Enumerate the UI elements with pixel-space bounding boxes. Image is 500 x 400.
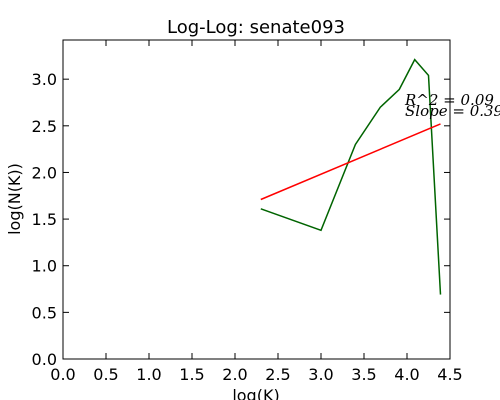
series-layer xyxy=(260,58,442,295)
r-squared-annotation: R^2 = 0.09 xyxy=(404,91,494,109)
y-tick-label: 2.0 xyxy=(32,163,57,182)
y-tick-label: 1.5 xyxy=(32,210,57,229)
x-tick-label: 4.0 xyxy=(394,365,419,384)
x-tick-label: 3.0 xyxy=(308,365,333,384)
y-axis: 0.0 0.5 1.0 1.5 2.0 2.5 3.0 xyxy=(32,70,450,369)
x-tick-label: 4.5 xyxy=(437,365,462,384)
x-tick-label: 2.0 xyxy=(222,365,247,384)
y-tick-label: 0.0 xyxy=(32,350,57,369)
y-tick-label: 1.0 xyxy=(32,257,57,276)
y-tick-label: 0.5 xyxy=(32,303,57,322)
y-tick-label: 3.0 xyxy=(32,70,57,89)
x-tick-label: 3.5 xyxy=(351,365,376,384)
x-tick-label: 1.5 xyxy=(179,365,204,384)
slope-annotation: Slope = 0.39 xyxy=(405,102,500,120)
x-axis-label: log(K) xyxy=(232,386,279,400)
plot-frame xyxy=(62,39,451,360)
y-axis-label: log(N(K)) xyxy=(5,163,24,235)
x-tick-label: 2.5 xyxy=(265,365,290,384)
x-tick-label: 1.0 xyxy=(136,365,161,384)
x-axis: 0.0 0.5 1.0 1.5 2.0 2.5 3.0 3.5 4.0 4.5 xyxy=(50,40,463,384)
y-tick-label: 2.5 xyxy=(32,117,57,136)
observed-series-line xyxy=(260,58,442,295)
chart-title: Log-Log: senate093 xyxy=(167,17,345,38)
fit-line xyxy=(260,123,441,201)
x-tick-label: 0.0 xyxy=(50,365,75,384)
x-tick-label: 0.5 xyxy=(93,365,118,384)
